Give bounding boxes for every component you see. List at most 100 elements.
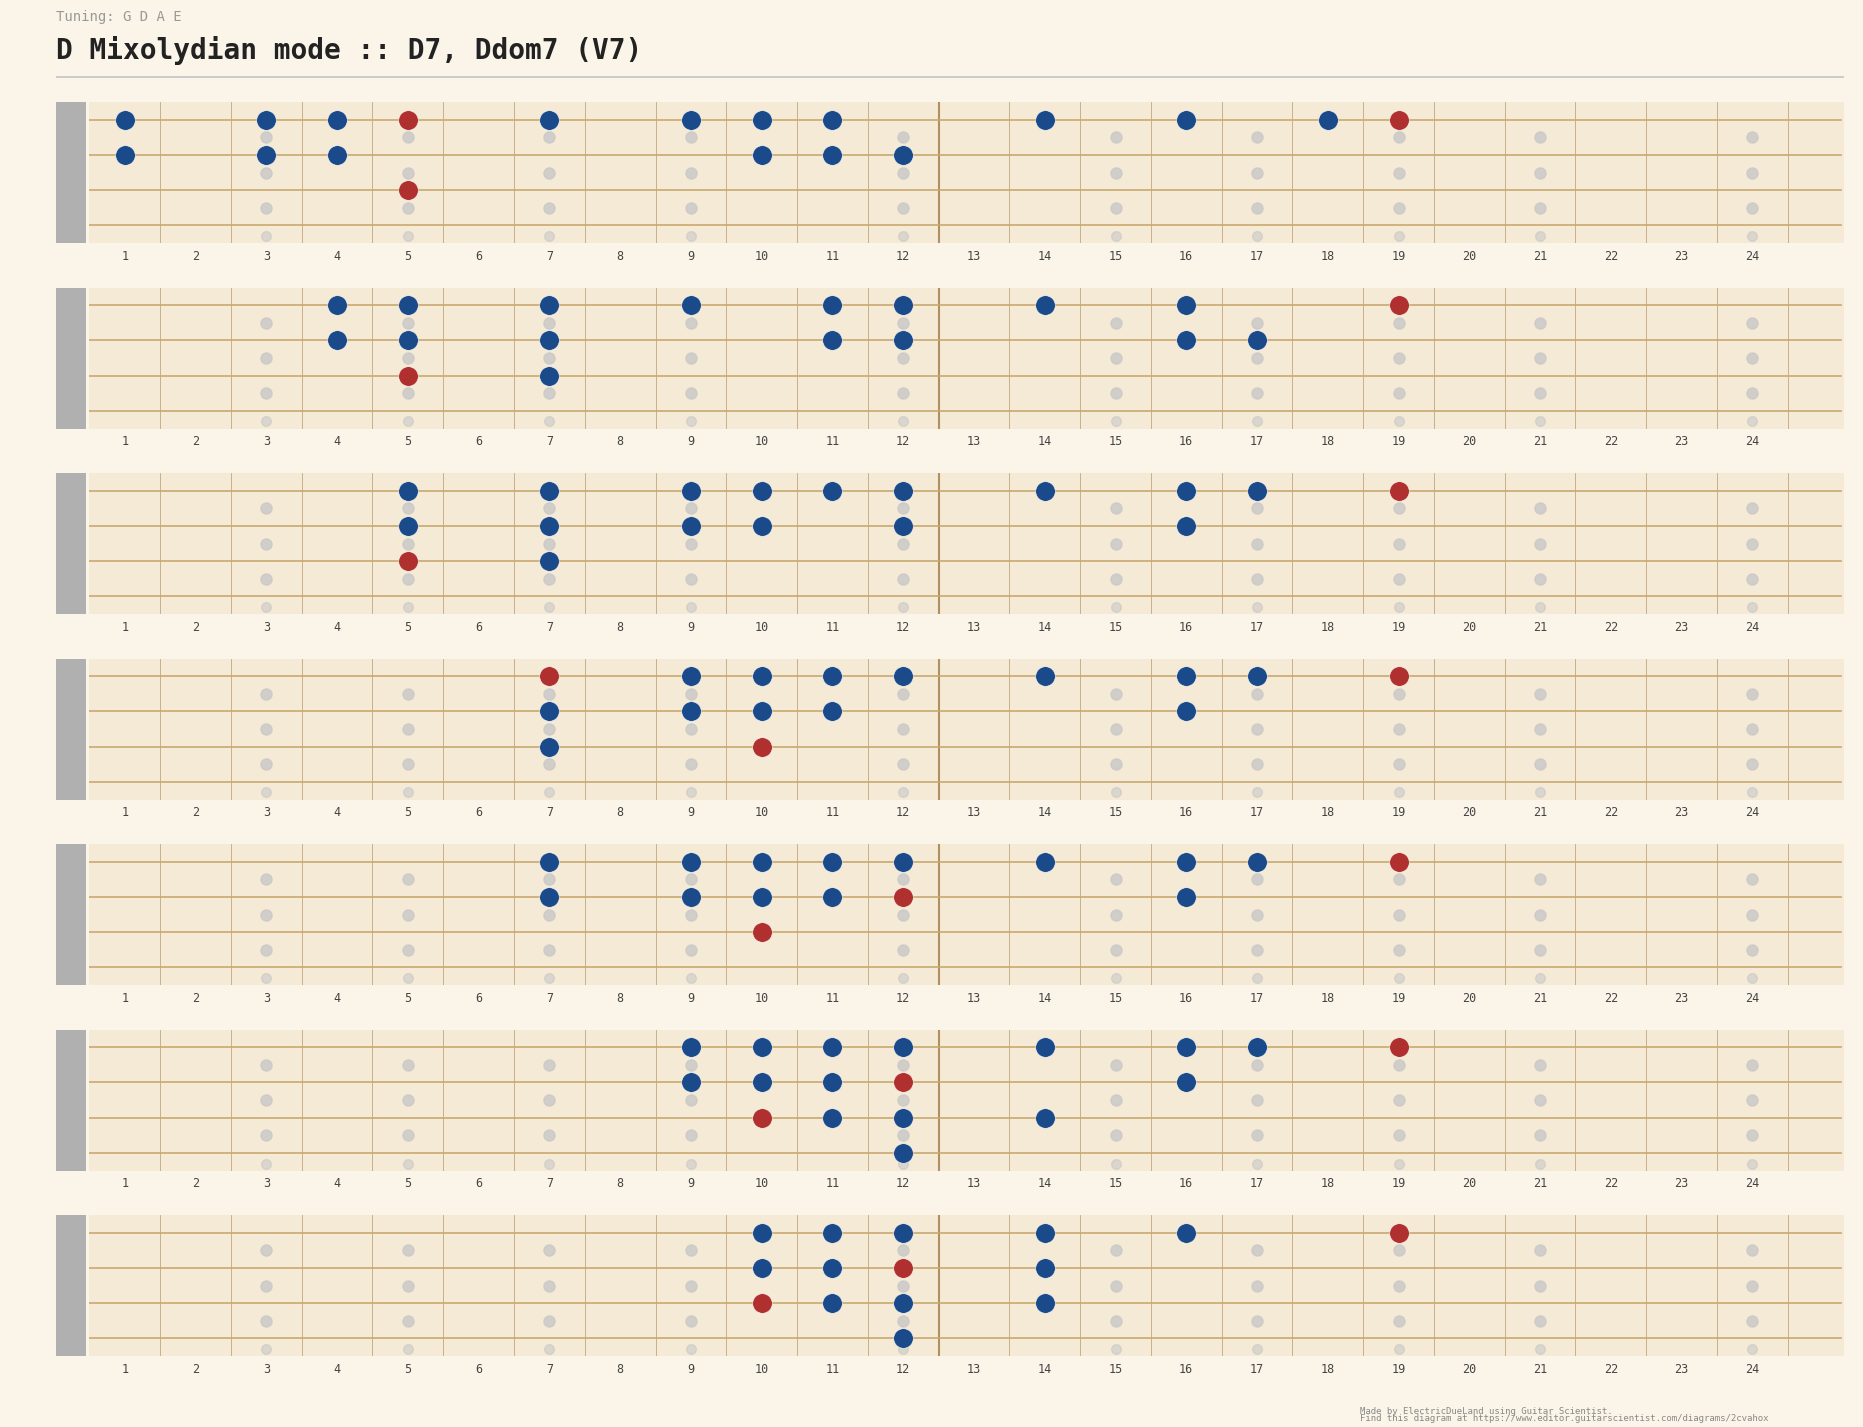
Text: 19: 19 <box>1392 806 1407 819</box>
Text: 24: 24 <box>1746 435 1759 448</box>
Text: 18: 18 <box>1321 250 1336 263</box>
Text: 15: 15 <box>1108 1177 1123 1190</box>
Text: 15: 15 <box>1108 992 1123 1005</box>
Text: 4: 4 <box>333 806 341 819</box>
Text: 13: 13 <box>967 1363 982 1376</box>
Text: 10: 10 <box>755 1177 769 1190</box>
Text: 24: 24 <box>1746 992 1759 1005</box>
Text: Made by ElectricDueLand using Guitar Scientist.: Made by ElectricDueLand using Guitar Sci… <box>1360 1407 1613 1416</box>
Text: 2: 2 <box>192 621 199 634</box>
Text: 19: 19 <box>1392 1363 1407 1376</box>
Text: 12: 12 <box>896 621 911 634</box>
Text: 20: 20 <box>1462 250 1477 263</box>
Text: 11: 11 <box>825 435 840 448</box>
Text: 12: 12 <box>896 992 911 1005</box>
Text: 22: 22 <box>1604 992 1617 1005</box>
Text: 1: 1 <box>121 806 129 819</box>
Text: 9: 9 <box>687 621 695 634</box>
Text: 2: 2 <box>192 1363 199 1376</box>
Text: 7: 7 <box>546 1177 553 1190</box>
Text: 14: 14 <box>1038 1363 1053 1376</box>
Text: 9: 9 <box>687 250 695 263</box>
Text: 6: 6 <box>475 250 483 263</box>
Text: 8: 8 <box>617 1177 624 1190</box>
Text: 15: 15 <box>1108 1363 1123 1376</box>
Text: D Mixolydian mode :: D7, Ddom7 (V7): D Mixolydian mode :: D7, Ddom7 (V7) <box>56 36 643 64</box>
Text: 1: 1 <box>121 1177 129 1190</box>
Text: 16: 16 <box>1179 1177 1194 1190</box>
Text: 21: 21 <box>1533 1363 1546 1376</box>
Text: 18: 18 <box>1321 1363 1336 1376</box>
Text: 1: 1 <box>121 621 129 634</box>
Text: 4: 4 <box>333 621 341 634</box>
Text: 4: 4 <box>333 250 341 263</box>
Text: 5: 5 <box>404 250 412 263</box>
Text: 5: 5 <box>404 1177 412 1190</box>
Text: 10: 10 <box>755 806 769 819</box>
Text: 19: 19 <box>1392 435 1407 448</box>
Text: 22: 22 <box>1604 1363 1617 1376</box>
Text: 7: 7 <box>546 250 553 263</box>
Text: 17: 17 <box>1250 435 1265 448</box>
Text: 11: 11 <box>825 992 840 1005</box>
Text: 4: 4 <box>333 1363 341 1376</box>
Text: 11: 11 <box>825 621 840 634</box>
Text: 10: 10 <box>755 250 769 263</box>
Text: 20: 20 <box>1462 1363 1477 1376</box>
Text: 2: 2 <box>192 250 199 263</box>
Text: 24: 24 <box>1746 1363 1759 1376</box>
Text: 3: 3 <box>263 621 270 634</box>
Text: 14: 14 <box>1038 621 1053 634</box>
Text: 24: 24 <box>1746 621 1759 634</box>
Text: 16: 16 <box>1179 250 1194 263</box>
Text: 6: 6 <box>475 435 483 448</box>
Text: 6: 6 <box>475 992 483 1005</box>
Text: 16: 16 <box>1179 992 1194 1005</box>
Text: 3: 3 <box>263 1177 270 1190</box>
Text: 1: 1 <box>121 1363 129 1376</box>
Text: 13: 13 <box>967 621 982 634</box>
Text: 23: 23 <box>1675 1177 1688 1190</box>
Text: 16: 16 <box>1179 1363 1194 1376</box>
Text: 2: 2 <box>192 435 199 448</box>
Text: 15: 15 <box>1108 250 1123 263</box>
Text: 23: 23 <box>1675 992 1688 1005</box>
Text: 7: 7 <box>546 992 553 1005</box>
Text: 15: 15 <box>1108 806 1123 819</box>
Text: 23: 23 <box>1675 250 1688 263</box>
Text: 2: 2 <box>192 806 199 819</box>
Text: 6: 6 <box>475 621 483 634</box>
Text: 12: 12 <box>896 1363 911 1376</box>
Text: 20: 20 <box>1462 1177 1477 1190</box>
Text: 19: 19 <box>1392 992 1407 1005</box>
Text: 20: 20 <box>1462 621 1477 634</box>
Text: 6: 6 <box>475 1363 483 1376</box>
Text: 23: 23 <box>1675 1363 1688 1376</box>
Text: 5: 5 <box>404 806 412 819</box>
Text: 15: 15 <box>1108 621 1123 634</box>
Text: 9: 9 <box>687 435 695 448</box>
Text: 21: 21 <box>1533 250 1546 263</box>
Text: 12: 12 <box>896 806 911 819</box>
Text: 14: 14 <box>1038 992 1053 1005</box>
Text: 7: 7 <box>546 1363 553 1376</box>
Text: 17: 17 <box>1250 992 1265 1005</box>
Text: 12: 12 <box>896 435 911 448</box>
Text: 11: 11 <box>825 1177 840 1190</box>
Text: 21: 21 <box>1533 806 1546 819</box>
Text: 18: 18 <box>1321 1177 1336 1190</box>
Text: 8: 8 <box>617 435 624 448</box>
Text: 8: 8 <box>617 621 624 634</box>
Text: 9: 9 <box>687 1363 695 1376</box>
Text: 5: 5 <box>404 992 412 1005</box>
Text: 1: 1 <box>121 250 129 263</box>
Text: 7: 7 <box>546 621 553 634</box>
Text: 23: 23 <box>1675 435 1688 448</box>
Text: 13: 13 <box>967 806 982 819</box>
Text: 10: 10 <box>755 992 769 1005</box>
Text: 10: 10 <box>755 621 769 634</box>
Text: 21: 21 <box>1533 992 1546 1005</box>
Text: 8: 8 <box>617 250 624 263</box>
Text: 4: 4 <box>333 1177 341 1190</box>
Text: 13: 13 <box>967 992 982 1005</box>
